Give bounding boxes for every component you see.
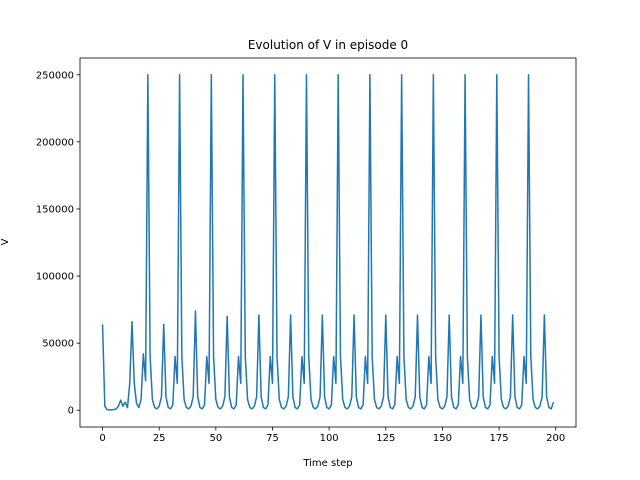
chart-title: Evolution of V in episode 0 xyxy=(248,38,408,52)
x-tick-label: 75 xyxy=(266,433,279,444)
y-tick-label: 250000 xyxy=(36,70,74,81)
y-tick-label: 150000 xyxy=(36,204,74,215)
plot-area xyxy=(101,74,555,411)
x-axis-label: Time step xyxy=(302,458,352,469)
x-tick-label: 150 xyxy=(433,433,452,444)
y-axis-label: V xyxy=(0,238,11,245)
axes-frame xyxy=(79,57,577,428)
x-tick-label: 100 xyxy=(320,433,339,444)
y-tick-label: 200000 xyxy=(36,137,74,148)
y-tick-label: 0 xyxy=(68,406,74,417)
x-tick-label: 125 xyxy=(376,433,395,444)
x-tick-label: 0 xyxy=(99,433,105,444)
y-tick-label: 50000 xyxy=(42,339,74,350)
x-tick-label: 25 xyxy=(153,433,166,444)
line-series xyxy=(101,74,555,411)
x-tick-label: 175 xyxy=(490,433,509,444)
y-tick-label: 100000 xyxy=(36,272,74,283)
x-tick-label: 50 xyxy=(209,433,222,444)
x-tick-label: 200 xyxy=(546,433,565,444)
